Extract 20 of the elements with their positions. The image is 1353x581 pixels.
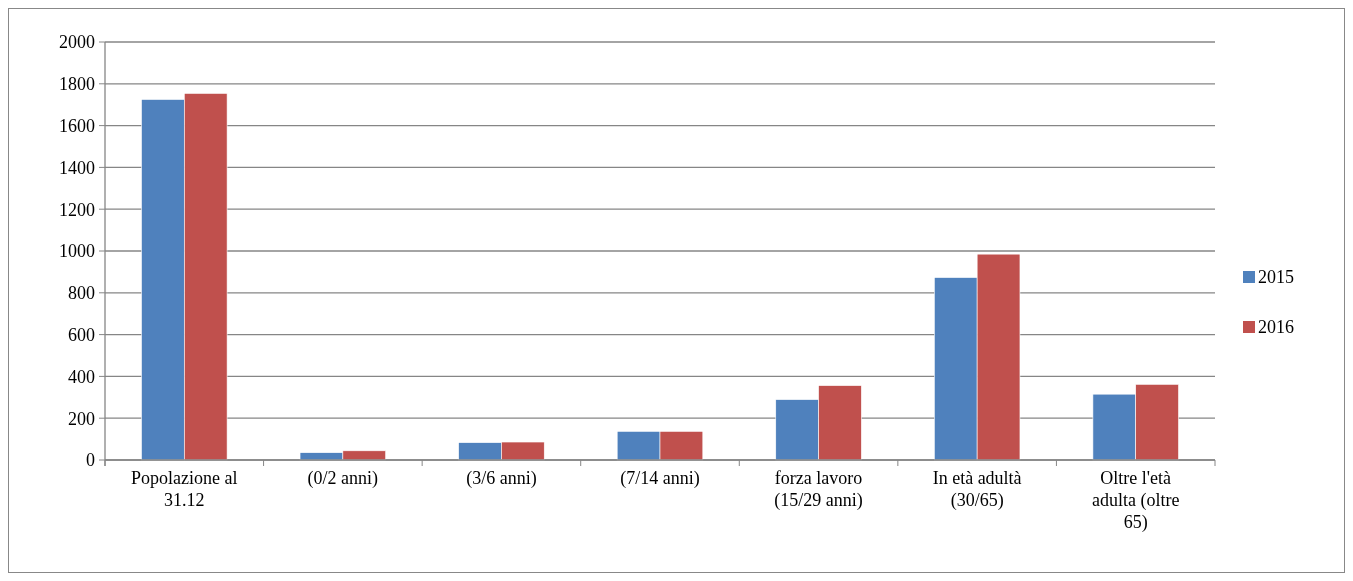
y-tick-label: 1200 [59,199,95,220]
y-tick-label: 0 [86,450,95,471]
x-tick-label: forza lavoro (15/29 anni) [774,468,863,511]
x-tick-label: (3/6 anni) [466,468,537,489]
x-tick-label: (7/14 anni) [620,468,700,489]
x-tick-label: Oltre l'età adulta (oltre 65) [1091,468,1180,533]
y-tick-label: 1800 [59,74,95,95]
x-tick-label: Popolazione al 31.12 [131,468,238,510]
x-tick-label: (0/2 anni) [307,468,379,489]
y-tick-label: 600 [68,324,95,345]
y-tick-label: 1000 [59,241,95,262]
y-tick-label: 1400 [59,157,95,178]
y-tick-label: 200 [68,408,95,429]
y-tick-label: 800 [68,283,95,304]
legend-label: 2016 [1258,317,1294,338]
y-tick-label: 1600 [59,115,95,136]
legend-label: 2015 [1258,267,1294,288]
y-tick-label: 2000 [59,32,95,53]
y-tick-label: 400 [68,366,95,387]
x-tick-label: In età adultà (30/65) [932,468,1022,511]
